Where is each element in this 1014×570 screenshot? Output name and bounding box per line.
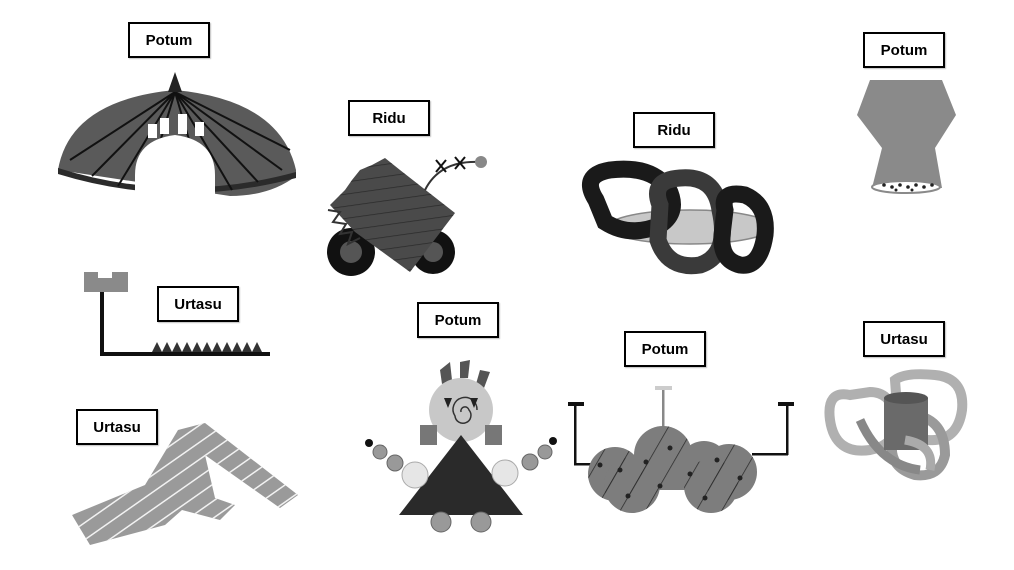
cart-object [327, 156, 487, 276]
label-vase: Potum [863, 32, 945, 68]
ribbon-object [72, 423, 298, 545]
vase-object [857, 80, 956, 194]
label-ribbon: Urtasu [76, 409, 158, 445]
label-knot: Urtasu [863, 321, 945, 357]
label-umbrella: Potum [128, 22, 210, 58]
rings-object [582, 160, 774, 275]
label-figure: Potum [417, 302, 499, 338]
label-lamp: Urtasu [157, 286, 239, 322]
umbrella-object [58, 72, 296, 196]
cloud-object [568, 386, 794, 513]
knot-object [824, 369, 968, 481]
lamp-object [84, 268, 270, 356]
figure-object [365, 360, 557, 533]
label-cart: Ridu [348, 100, 430, 136]
label-rings: Ridu [633, 112, 715, 148]
label-cloud: Potum [624, 331, 706, 367]
